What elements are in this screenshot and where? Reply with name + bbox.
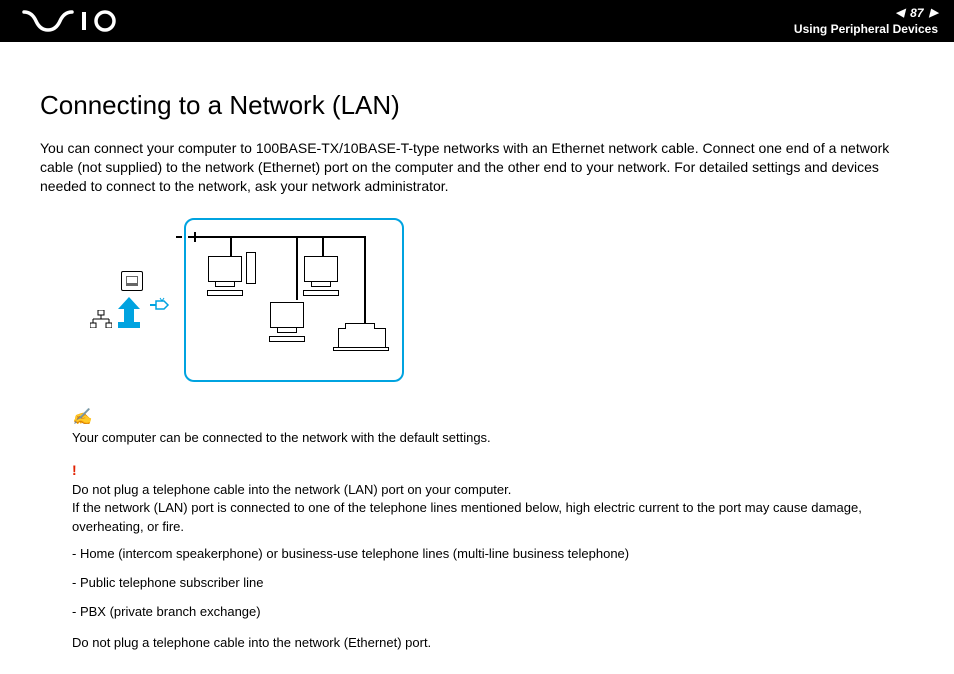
warning-item: - PBX (private branch exchange) — [72, 603, 914, 622]
arrow-up-icon — [118, 297, 140, 328]
header-right: ◀ 87 ▶ Using Peripheral Devices — [794, 6, 938, 36]
warning-line1: Do not plug a telephone cable into the n… — [72, 482, 511, 497]
page-number: 87 — [910, 6, 923, 20]
final-note: Do not plug a telephone cable into the n… — [72, 634, 914, 653]
warning-icon: ! — [72, 462, 77, 478]
network-diagram — [90, 218, 914, 382]
diagram-left-icons — [90, 271, 174, 328]
page-title: Connecting to a Network (LAN) — [40, 90, 914, 121]
note-icon: ✍ — [72, 409, 92, 426]
intro-paragraph: You can connect your computer to 100BASE… — [40, 139, 914, 196]
note-text: Your computer can be connected to the ne… — [72, 430, 491, 445]
vaio-logo — [22, 10, 132, 32]
section-name: Using Peripheral Devices — [794, 22, 938, 36]
printer-icon — [338, 328, 386, 348]
computer-icon — [270, 302, 304, 328]
computer-icon — [208, 256, 242, 282]
nav-next-icon[interactable]: ▶ — [930, 8, 938, 19]
network-box — [184, 218, 404, 382]
page-nav: ◀ 87 ▶ — [896, 6, 938, 20]
page-header: ◀ 87 ▶ Using Peripheral Devices — [0, 0, 954, 42]
warning-line2: If the network (LAN) port is connected t… — [72, 500, 862, 534]
info-note: ✍ Your computer can be connected to the … — [72, 406, 914, 448]
page-content: Connecting to a Network (LAN) You can co… — [0, 42, 954, 672]
warning-item: - Home (intercom speakerphone) or busine… — [72, 545, 914, 564]
computer-icon — [304, 256, 338, 282]
ethernet-port-icon — [121, 271, 143, 291]
nav-prev-icon[interactable]: ◀ — [896, 8, 904, 19]
warning-list: - Home (intercom speakerphone) or busine… — [72, 545, 914, 622]
warning-note: ! Do not plug a telephone cable into the… — [72, 460, 914, 622]
warning-item: - Public telephone subscriber line — [72, 574, 914, 593]
lan-topology-icon — [90, 310, 112, 328]
notes-section: ✍ Your computer can be connected to the … — [72, 406, 914, 653]
cable-plug-icon — [148, 297, 174, 318]
